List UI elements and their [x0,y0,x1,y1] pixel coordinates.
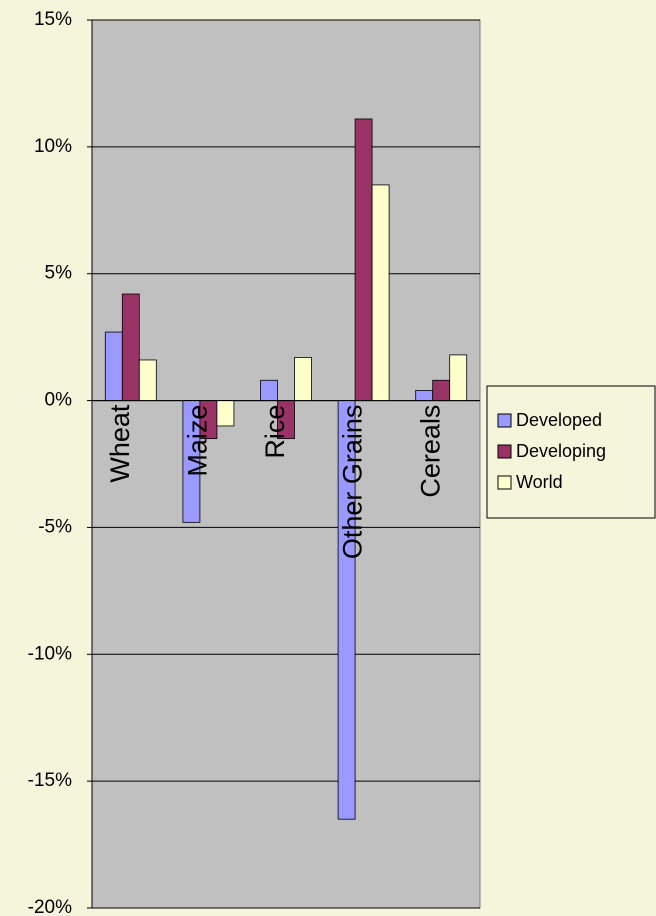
bar [216,400,235,427]
bar [121,293,140,401]
y-tick-label: 0% [45,390,73,411]
bar [260,379,278,401]
bar [449,354,468,401]
legend-label: Developed [516,410,602,430]
y-tick-label: -20% [28,897,72,916]
bar [104,331,123,401]
bar [354,118,373,401]
y-tick-label: 10% [34,136,72,157]
plot-area [91,19,481,909]
x-tick-label: Other Grains [338,405,368,560]
y-tick-label: -10% [28,643,72,664]
bar [294,357,312,401]
y-tick-label: -15% [28,770,72,791]
x-tick-label: Wheat [105,404,135,483]
bar [432,379,451,401]
legend-label: Developing [516,441,606,461]
legend-swatch [497,413,512,428]
y-tick-label: 5% [45,263,73,284]
y-tick-label: -5% [38,516,72,537]
bar [415,390,434,401]
legend-label: World [516,472,563,492]
x-tick-label: Maize [183,405,213,477]
x-tick-label: Cereals [415,405,445,498]
y-tick-label: 15% [34,9,72,30]
legend-swatch [497,444,512,459]
legend [486,385,656,519]
bar [138,359,157,401]
bar [371,184,390,401]
legend-swatch [497,475,512,490]
x-tick-label: Rice [260,405,290,459]
